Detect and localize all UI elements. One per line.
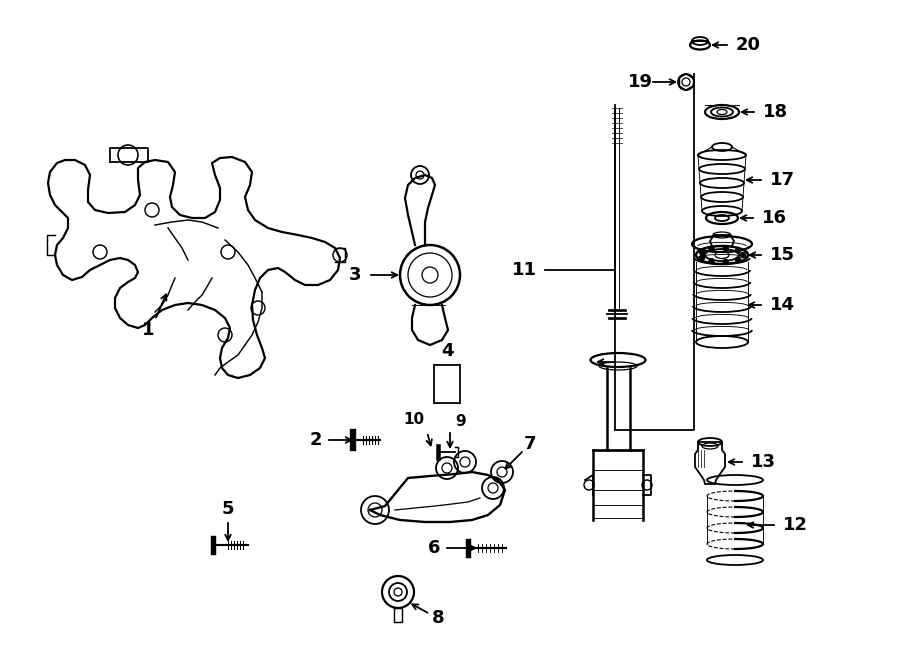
Text: 6: 6 (428, 539, 440, 557)
Circle shape (700, 250, 705, 255)
Text: 14: 14 (770, 296, 795, 314)
Text: 3: 3 (349, 266, 361, 284)
Text: 8: 8 (432, 609, 445, 627)
Text: 20: 20 (736, 36, 761, 54)
Circle shape (700, 255, 705, 260)
Circle shape (709, 247, 714, 251)
Text: 12: 12 (783, 516, 808, 534)
Circle shape (709, 258, 714, 264)
Circle shape (723, 246, 728, 251)
Text: 1: 1 (142, 321, 154, 339)
Circle shape (735, 257, 741, 262)
Text: 19: 19 (627, 73, 652, 91)
Text: 11: 11 (512, 261, 537, 279)
Text: 4: 4 (441, 342, 454, 360)
Text: 18: 18 (763, 103, 788, 121)
Text: 7: 7 (524, 435, 536, 453)
Text: 9: 9 (455, 414, 465, 430)
Text: 17: 17 (770, 171, 795, 189)
Text: 5: 5 (221, 500, 234, 518)
Text: 13: 13 (751, 453, 776, 471)
Text: 15: 15 (770, 246, 795, 264)
Text: 16: 16 (762, 209, 787, 227)
Text: 10: 10 (403, 412, 424, 428)
Text: 2: 2 (310, 431, 322, 449)
Circle shape (741, 253, 745, 258)
Circle shape (723, 259, 728, 264)
Circle shape (735, 248, 741, 253)
